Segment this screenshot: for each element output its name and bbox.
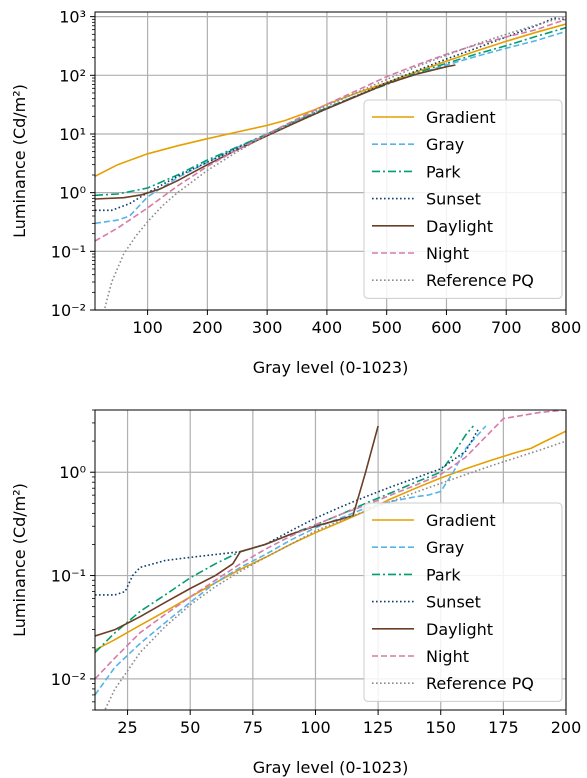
y-tick-label: 10⁰ bbox=[59, 184, 86, 203]
x-tick-label: 75 bbox=[243, 718, 263, 737]
y-tick-label: 10⁰ bbox=[59, 463, 86, 482]
series-line-night bbox=[95, 18, 566, 242]
x-tick-label: 400 bbox=[312, 318, 343, 337]
x-tick-label: 300 bbox=[252, 318, 283, 337]
x-axis-label: Gray level (0-1023) bbox=[253, 758, 409, 777]
x-tick-label: 800 bbox=[551, 318, 582, 337]
legend-label: Park bbox=[426, 162, 461, 181]
legend-label: Daylight bbox=[426, 620, 493, 639]
plot-frame bbox=[94, 409, 567, 711]
legend-label: Sunset bbox=[426, 593, 481, 612]
y-tick-label: 10¹ bbox=[59, 125, 86, 144]
legend: Gradient Gray Park Sunset Daylight Night Refer… bbox=[363, 502, 563, 702]
legend-label: Reference PQ bbox=[426, 674, 534, 693]
chart-2: 25 50 75 100 125 150 175 200 10⁻² 10⁻¹ 10⁰ Gray lev… bbox=[10, 409, 582, 777]
legend-label: Daylight bbox=[426, 217, 493, 236]
x-tick-label: 100 bbox=[132, 318, 163, 337]
x-tick-label: 200 bbox=[551, 718, 582, 737]
series-line-gradient bbox=[95, 430, 566, 651]
legend-label: Gradient bbox=[426, 511, 496, 530]
y-tick-label: 10⁻² bbox=[51, 301, 86, 320]
legend-label: Night bbox=[426, 647, 469, 666]
legend-label: Night bbox=[426, 244, 469, 263]
y-axis-label: Luminance (Cd/m²) bbox=[10, 483, 29, 637]
x-tick-label: 150 bbox=[425, 718, 456, 737]
y-tick-label: 10² bbox=[59, 66, 86, 85]
x-tick-label: 50 bbox=[180, 718, 200, 737]
y-tick-label: 10⁻¹ bbox=[51, 242, 86, 261]
y-tick-label: 10⁻¹ bbox=[51, 567, 86, 586]
y-axis-label: Luminance (Cd/m²) bbox=[10, 84, 29, 238]
series-line-daylight bbox=[95, 425, 379, 637]
x-tick-label: 175 bbox=[488, 718, 519, 737]
legend-label: Sunset bbox=[426, 190, 481, 209]
legend-label: Gray bbox=[426, 135, 464, 154]
plot-frame bbox=[94, 11, 567, 311]
x-axis-label: Gray level (0-1023) bbox=[253, 358, 409, 377]
series-line-night bbox=[95, 410, 566, 680]
legend-label: Gray bbox=[426, 538, 464, 557]
y-tick-label: 10⁻² bbox=[51, 670, 86, 689]
x-tick-label: 700 bbox=[491, 318, 522, 337]
series-line-reference-pq bbox=[103, 15, 566, 310]
series-line-sunset bbox=[95, 428, 479, 596]
legend: Gradient Gray Park Sunset Daylight Night Refer… bbox=[363, 99, 563, 299]
y-tick-label: 10³ bbox=[59, 8, 86, 27]
x-tick-label: 125 bbox=[363, 718, 394, 737]
x-tick-label: 500 bbox=[371, 318, 402, 337]
x-tick-label: 25 bbox=[117, 718, 137, 737]
legend-box bbox=[363, 502, 563, 702]
series-line-gray bbox=[95, 30, 566, 225]
legend-label: Park bbox=[426, 565, 461, 584]
series-line-gray bbox=[95, 425, 487, 696]
x-tick-label: 600 bbox=[431, 318, 462, 337]
chart-1: 100 200 300 400 500 600 700 800 10⁻² 10⁻¹ 10⁰ 10¹ 10… bbox=[10, 8, 581, 377]
x-tick-label: 200 bbox=[192, 318, 223, 337]
legend-label: Gradient bbox=[426, 108, 496, 127]
x-tick-label: 100 bbox=[300, 718, 331, 737]
series-line-park bbox=[95, 26, 566, 197]
legend-label: Reference PQ bbox=[426, 271, 534, 290]
legend-box bbox=[363, 99, 563, 299]
